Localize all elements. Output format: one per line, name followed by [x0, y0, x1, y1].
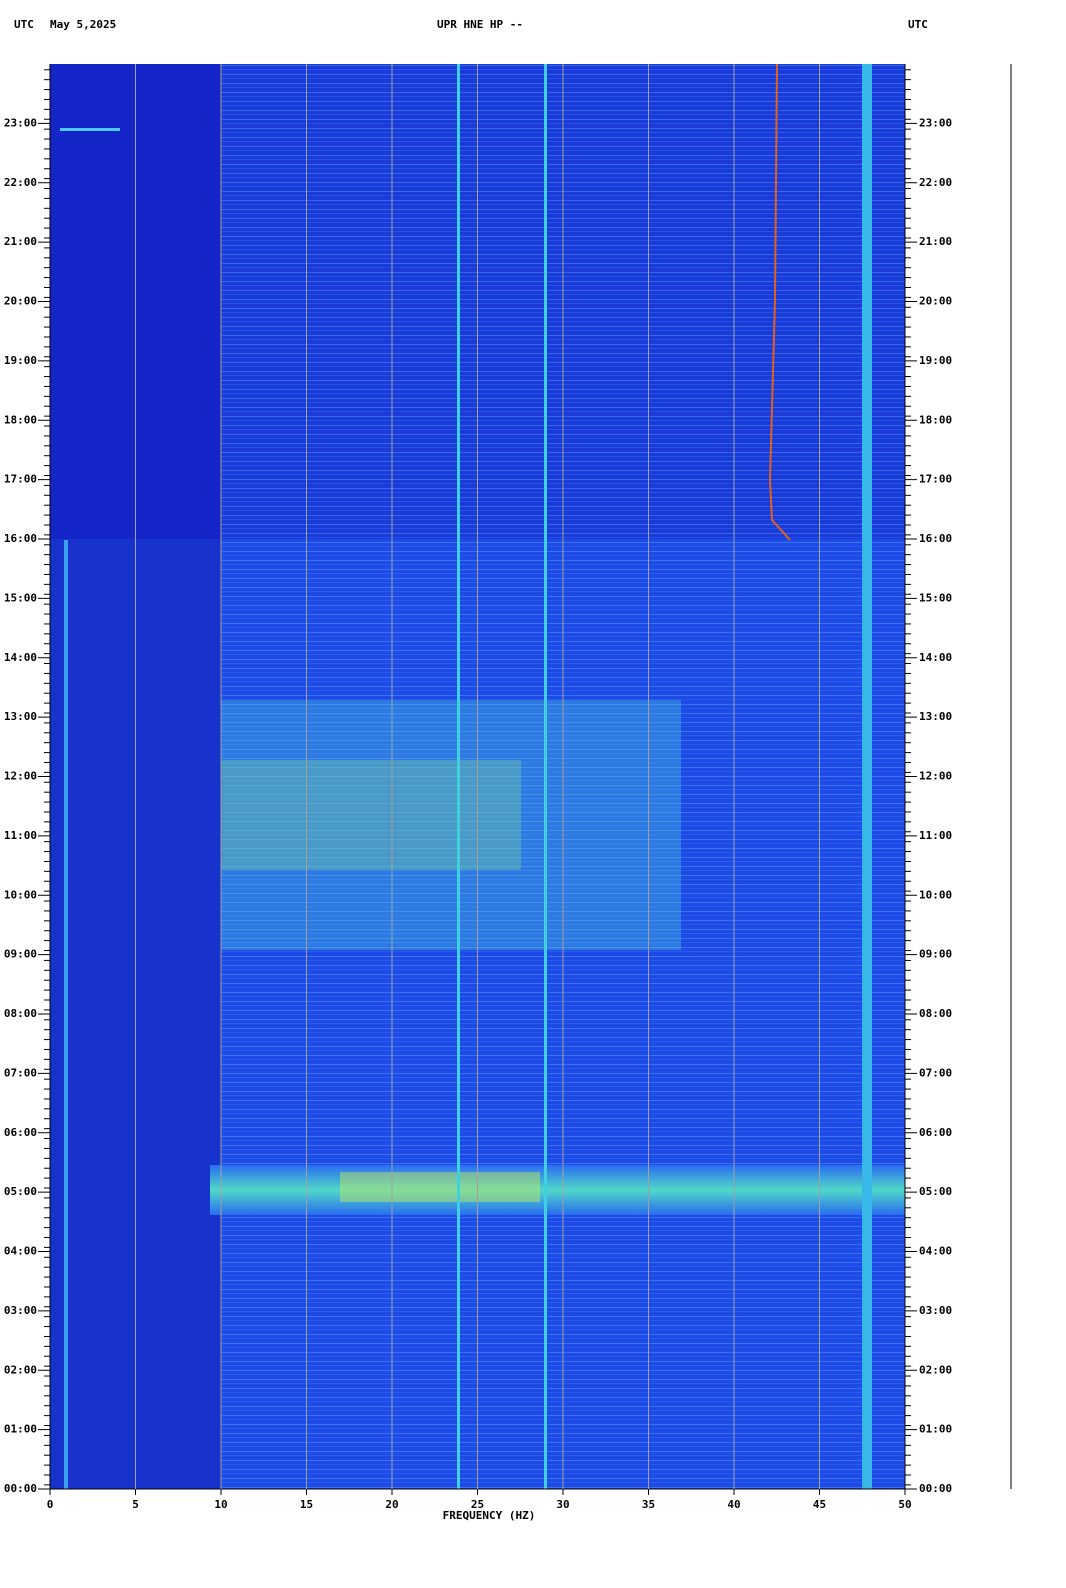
x-tick-label: 45	[813, 1498, 826, 1511]
x-tick-label: 15	[300, 1498, 313, 1511]
x-tick-label: 10	[214, 1498, 227, 1511]
y-tick-label: 10:00	[919, 888, 952, 901]
y-tick-label: 04:00	[919, 1245, 952, 1258]
y-tick-label: 21:00	[919, 235, 952, 248]
chart-title: UPR HNE HP --	[437, 18, 523, 31]
y-tick-label: 12:00	[4, 770, 37, 783]
y-tick-label: 20:00	[4, 295, 37, 308]
y-tick-label: 16:00	[4, 532, 37, 545]
y-tick-label: 14:00	[919, 651, 952, 664]
y-tick-label: 22:00	[4, 176, 37, 189]
y-tick-label: 13:00	[4, 710, 37, 723]
y-tick-label: 08:00	[919, 1007, 952, 1020]
y-tick-label: 11:00	[4, 829, 37, 842]
y-tick-label: 20:00	[919, 295, 952, 308]
y-tick-label: 02:00	[919, 1363, 952, 1376]
y-tick-label: 13:00	[919, 710, 952, 723]
y-tick-label: 22:00	[919, 176, 952, 189]
y-tick-label: 10:00	[4, 888, 37, 901]
y-tick-label: 05:00	[4, 1185, 37, 1198]
y-tick-label: 02:00	[4, 1363, 37, 1376]
y-tick-label: 23:00	[919, 116, 952, 129]
y-tick-label: 15:00	[4, 591, 37, 604]
y-tick-label: 06:00	[4, 1126, 37, 1139]
x-tick-label: 20	[385, 1498, 398, 1511]
y-tick-label: 11:00	[919, 829, 952, 842]
y-tick-label: 05:00	[919, 1185, 952, 1198]
y-tick-label: 03:00	[4, 1304, 37, 1317]
x-tick-label: 50	[898, 1498, 911, 1511]
y-tick-label: 21:00	[4, 235, 37, 248]
y-tick-label: 18:00	[919, 413, 952, 426]
y-tick-label: 07:00	[4, 1066, 37, 1079]
y-tick-label: 14:00	[4, 651, 37, 664]
y-tick-label: 18:00	[4, 413, 37, 426]
y-tick-label: 19:00	[919, 354, 952, 367]
y-tick-label: 23:00	[4, 116, 37, 129]
y-tick-label: 00:00	[4, 1482, 37, 1495]
x-tick-label: 5	[132, 1498, 139, 1511]
y-tick-label: 00:00	[919, 1482, 952, 1495]
y-tick-label: 03:00	[919, 1304, 952, 1317]
y-tick-label: 19:00	[4, 354, 37, 367]
x-tick-label: 30	[556, 1498, 569, 1511]
y-tick-label: 06:00	[919, 1126, 952, 1139]
y-tick-label: 17:00	[4, 473, 37, 486]
left-label: UTC	[14, 18, 34, 31]
y-tick-label: 09:00	[4, 948, 37, 961]
y-tick-label: 15:00	[919, 591, 952, 604]
y-tick-label: 17:00	[919, 473, 952, 486]
x-tick-label: 25	[471, 1498, 484, 1511]
y-tick-label: 09:00	[919, 948, 952, 961]
x-tick-label: 35	[642, 1498, 655, 1511]
y-tick-label: 07:00	[919, 1066, 952, 1079]
y-tick-label: 12:00	[919, 770, 952, 783]
y-tick-label: 01:00	[4, 1423, 37, 1436]
date: May 5,2025	[50, 18, 116, 31]
x-tick-label: 40	[727, 1498, 740, 1511]
x-tick-label: 0	[47, 1498, 54, 1511]
y-tick-label: 01:00	[919, 1423, 952, 1436]
right-label: UTC	[908, 18, 928, 31]
y-tick-label: 04:00	[4, 1245, 37, 1258]
y-tick-label: 08:00	[4, 1007, 37, 1020]
y-tick-label: 16:00	[919, 532, 952, 545]
x-axis-label: FREQUENCY (HZ)	[443, 1509, 536, 1522]
